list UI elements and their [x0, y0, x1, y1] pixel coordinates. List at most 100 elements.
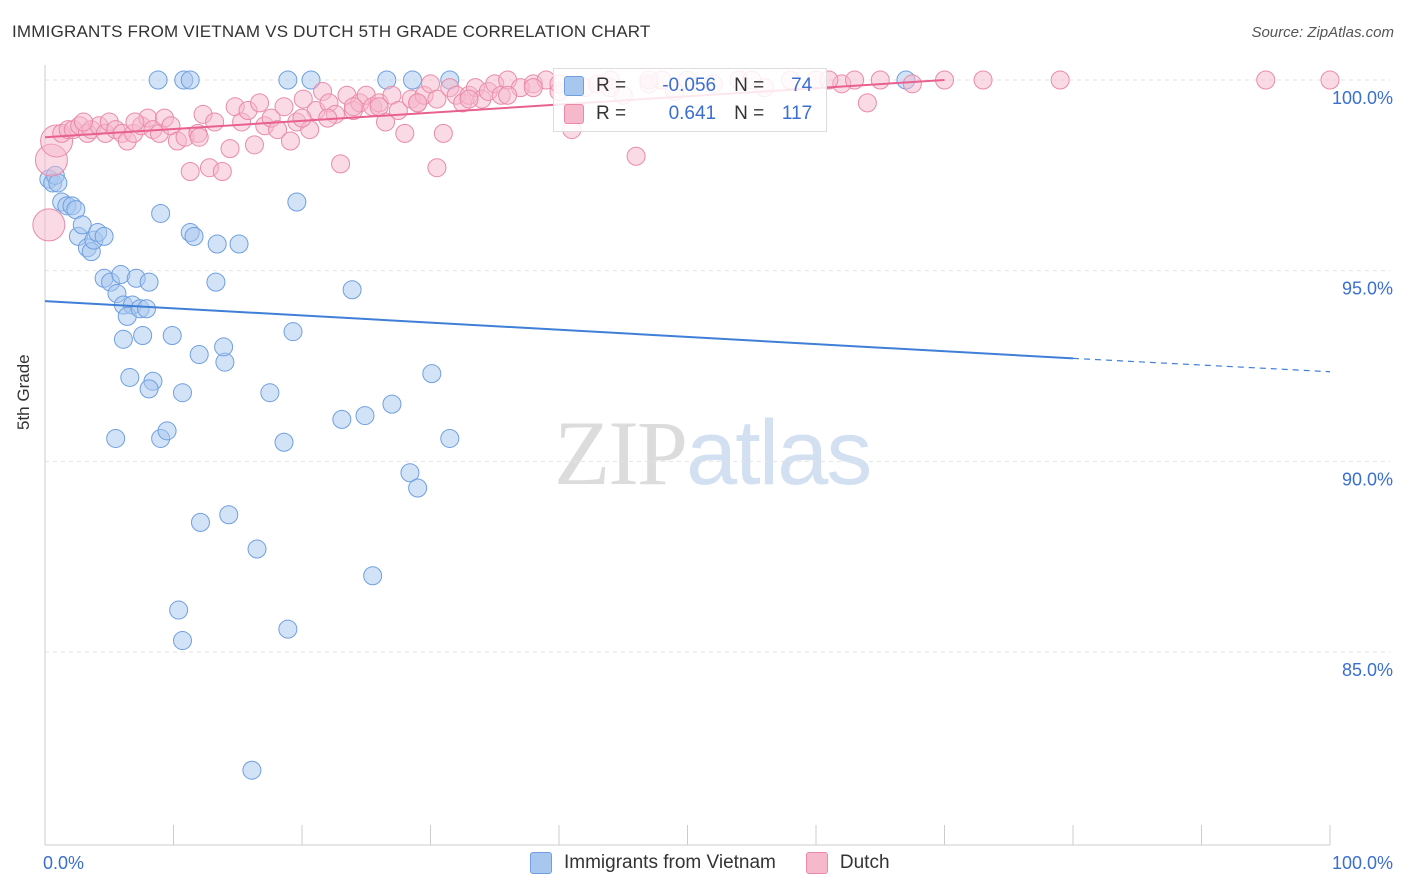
dutch-point [74, 112, 94, 132]
vietnam-point [206, 272, 226, 292]
x-tick-label: 0.0% [43, 853, 84, 873]
legend-item-dutch[interactable]: Dutch [805, 852, 890, 874]
vietnam-point [247, 539, 267, 559]
dutch-point [973, 70, 993, 90]
dutch-point [205, 112, 225, 132]
vietnam-point [169, 600, 189, 620]
vietnam-point [283, 322, 303, 342]
dutch-point [427, 89, 447, 109]
vietnam-point [106, 428, 126, 448]
dutch-point [523, 78, 543, 98]
legend-n-label: N = [734, 75, 765, 96]
vietnam-point [408, 478, 428, 498]
watermark-atlas: atlas [686, 402, 872, 504]
vietnam-point [403, 70, 423, 90]
watermark: ZIPatlas [554, 400, 872, 506]
vietnam-point [157, 421, 177, 441]
dutch-point [250, 93, 270, 113]
dutch-point [626, 146, 646, 166]
dutch-point [331, 154, 351, 174]
legend-label-dutch: Dutch [839, 852, 890, 873]
dutch-point [395, 123, 415, 143]
vietnam-point [139, 379, 159, 399]
vietnam-point [219, 505, 239, 525]
legend-label-vietnam: Immigrants from Vietnam [564, 852, 776, 873]
vietnam-point [382, 394, 402, 414]
vietnam-point [274, 432, 294, 452]
vietnam-point [332, 409, 352, 429]
vietnam-point [342, 280, 362, 300]
dutch-point [1256, 70, 1276, 90]
dutch-point [343, 97, 363, 117]
vietnam-point [137, 299, 157, 319]
vietnam-trend-line-extension [1072, 357, 1331, 373]
vietnam-point [440, 428, 460, 448]
vietnam-point [133, 325, 153, 345]
dutch-point [292, 108, 312, 128]
legend-swatch-dutch [805, 852, 828, 874]
stats-legend: R = -0.056 N = 74 R = 0.641 N = 117 [553, 68, 827, 132]
vietnam-point [48, 173, 68, 193]
dutch-point [280, 131, 300, 151]
vietnam-trend-line [44, 300, 1074, 360]
dutch-point [857, 93, 877, 113]
vietnam-point [180, 70, 200, 90]
vietnam-point [400, 463, 420, 483]
vietnam-point [278, 619, 298, 639]
vietnam-point [72, 215, 92, 235]
chart-title: IMMIGRANTS FROM VIETNAM VS DUTCH 5TH GRA… [12, 22, 651, 41]
vietnam-point [113, 329, 133, 349]
vietnam-point [162, 325, 182, 345]
dutch-point [1320, 70, 1340, 90]
x-tick-label: 100.0% [1332, 853, 1393, 873]
dutch-point [459, 89, 479, 109]
vietnam-point [422, 364, 442, 384]
vietnam-point [207, 234, 227, 254]
dutch-point [433, 123, 453, 143]
dutch-point [1050, 70, 1070, 90]
vietnam-point [355, 406, 375, 426]
dutch-point [220, 139, 240, 159]
dutch-point [870, 70, 890, 90]
y-axis-label: 5th Grade [14, 354, 33, 430]
dutch-point [408, 93, 428, 113]
legend-row-dutch: R = 0.641 N = 117 [564, 102, 812, 126]
legend-swatch-vietnam [564, 76, 584, 96]
y-tick-label: 90.0% [1342, 469, 1393, 489]
dutch-point [268, 120, 288, 140]
dutch-point [902, 74, 922, 94]
vietnam-point [260, 383, 280, 403]
vietnam-point [120, 367, 140, 387]
legend-r-value: -0.056 [662, 75, 717, 96]
y-tick-label: 100.0% [1332, 88, 1393, 108]
vietnam-point [214, 337, 234, 357]
dutch-point [427, 158, 447, 178]
dutch-point [369, 97, 389, 117]
dutch-point [32, 208, 66, 242]
vietnam-point [278, 70, 298, 90]
dutch-point [212, 162, 232, 182]
vietnam-point [363, 566, 383, 586]
dutch-point [180, 162, 200, 182]
vietnam-point [94, 226, 114, 246]
legend-item-vietnam[interactable]: Immigrants from Vietnam [530, 852, 776, 874]
vietnam-point [229, 234, 249, 254]
legend-r-label: R = [596, 75, 627, 96]
legend-row-vietnam: R = -0.056 N = 74 [564, 74, 812, 98]
y-tick-label: 95.0% [1342, 279, 1393, 299]
dutch-point [293, 89, 313, 109]
dutch-point [189, 127, 209, 147]
dutch-point [125, 112, 145, 132]
legend-r-label: R = [596, 103, 627, 124]
vietnam-point [148, 70, 168, 90]
source-label: Source: ZipAtlas.com [1251, 24, 1394, 41]
dutch-point [274, 97, 294, 117]
legend-n-value: 74 [791, 75, 813, 96]
legend-n-value: 117 [781, 103, 813, 124]
watermark-zip: ZIP [554, 402, 688, 504]
vietnam-point [190, 512, 210, 532]
vietnam-point [242, 760, 262, 780]
vietnam-point [301, 70, 321, 90]
vietnam-point [184, 226, 204, 246]
legend-swatch-vietnam [530, 852, 552, 874]
